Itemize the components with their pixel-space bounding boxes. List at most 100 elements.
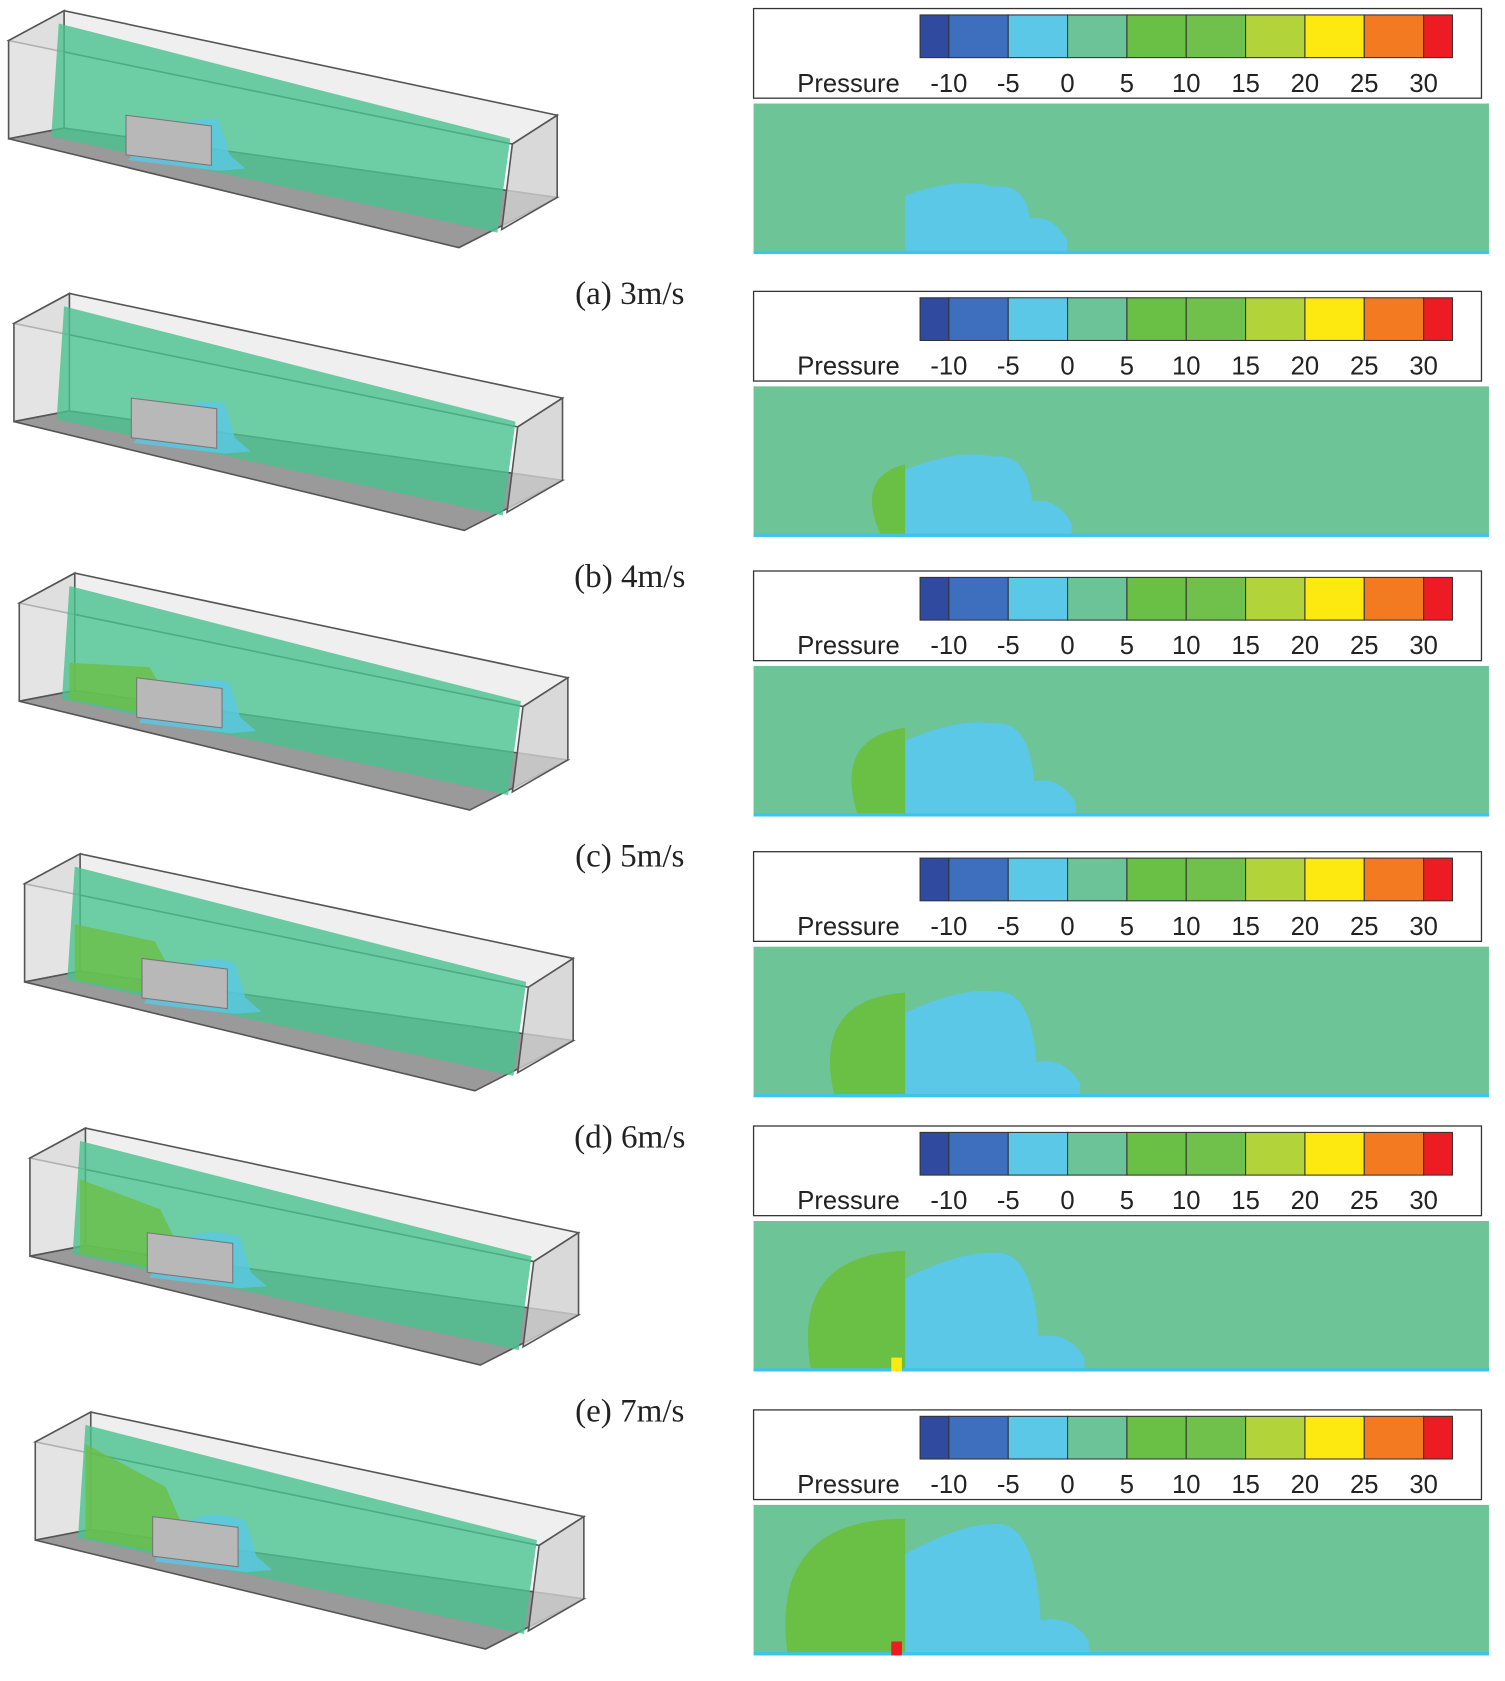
legend-swatch bbox=[1185, 857, 1247, 902]
box-end-right bbox=[516, 956, 574, 1075]
legend-swatch bbox=[1185, 1415, 1247, 1460]
legend-swatch bbox=[1363, 576, 1425, 621]
legend-tick: 15 bbox=[1231, 1187, 1260, 1215]
box-3d bbox=[6, 9, 560, 249]
box-3d bbox=[22, 852, 576, 1092]
legend-swatch bbox=[1007, 14, 1069, 59]
legend-swatch bbox=[948, 857, 1009, 902]
legend-swatch bbox=[1245, 297, 1306, 342]
legend-title: Pressure bbox=[797, 70, 899, 98]
caption: (c) 5m/s bbox=[575, 839, 684, 875]
obstacle bbox=[130, 397, 218, 449]
legend-swatch bbox=[919, 857, 950, 902]
contour-blue bbox=[905, 182, 1068, 255]
box-end-right bbox=[522, 1231, 580, 1349]
legend-swatch bbox=[1007, 1415, 1069, 1460]
obstacle bbox=[152, 1516, 239, 1568]
legend-swatch bbox=[1245, 14, 1306, 59]
legend-swatch bbox=[948, 297, 1009, 342]
legend-swatch bbox=[1126, 1415, 1187, 1460]
legend-tick: 15 bbox=[1231, 1471, 1260, 1499]
obstacle bbox=[125, 114, 212, 167]
box-end-right bbox=[506, 396, 564, 514]
legend-tick: 30 bbox=[1409, 1471, 1438, 1499]
contour-blue bbox=[905, 990, 1081, 1098]
legend-swatch bbox=[1304, 857, 1365, 902]
legend-tick: 0 bbox=[1060, 1471, 1074, 1499]
legend-swatch bbox=[1126, 576, 1187, 621]
legend-tick: 10 bbox=[1172, 1471, 1201, 1499]
legend-swatch bbox=[919, 14, 950, 59]
legend-tick: 15 bbox=[1231, 70, 1260, 98]
legend-title: Pressure bbox=[797, 353, 899, 381]
legend-title: Pressure bbox=[797, 1187, 899, 1215]
legend-swatch bbox=[1363, 297, 1425, 342]
legend-tick: -5 bbox=[997, 1187, 1020, 1215]
legend-tick: 20 bbox=[1291, 913, 1320, 941]
contour-blue bbox=[905, 722, 1076, 817]
legend-tick: 10 bbox=[1172, 1187, 1201, 1215]
legend-tick: -5 bbox=[997, 1471, 1020, 1499]
obstacle bbox=[146, 1232, 234, 1284]
legend-tick: 0 bbox=[1060, 70, 1074, 98]
box-3d bbox=[27, 1126, 582, 1366]
legend-tick: 25 bbox=[1350, 1187, 1379, 1215]
legend-tick: 5 bbox=[1120, 1187, 1134, 1215]
legend-title: Pressure bbox=[797, 1471, 899, 1499]
legend-swatch bbox=[1304, 576, 1365, 621]
contour-floor bbox=[753, 250, 1489, 255]
legend-swatch bbox=[1423, 297, 1453, 342]
legend-swatch bbox=[1007, 857, 1069, 902]
flow-plane bbox=[67, 866, 527, 1076]
caption: (e) 7m/s bbox=[575, 1394, 684, 1430]
legend-swatch bbox=[1245, 1131, 1306, 1176]
legend-swatch bbox=[1067, 14, 1128, 59]
legend-tick: 20 bbox=[1291, 632, 1320, 660]
legend-tick: 10 bbox=[1172, 632, 1201, 660]
legend-swatch bbox=[1185, 297, 1247, 342]
contour-green bbox=[807, 1250, 906, 1372]
caption: (f) 8m/s bbox=[577, 1678, 683, 1681]
legend-tick: 0 bbox=[1060, 353, 1074, 381]
legend-tick: -10 bbox=[930, 1471, 967, 1499]
legend-tick: 20 bbox=[1291, 1471, 1320, 1499]
legend-tick: -5 bbox=[997, 70, 1020, 98]
legend-swatch bbox=[1363, 14, 1425, 59]
legend-swatch bbox=[1363, 1415, 1425, 1460]
legend-tick: -10 bbox=[930, 1187, 967, 1215]
legend-swatch bbox=[1007, 297, 1069, 342]
legend-swatch bbox=[1423, 1415, 1453, 1460]
legend-tick: 20 bbox=[1291, 1187, 1320, 1215]
box-end-right bbox=[527, 1515, 585, 1633]
legend-tick: 0 bbox=[1060, 632, 1074, 660]
contour-blue bbox=[905, 454, 1072, 537]
panel: (e) 7m/s Pressure -10 -5 0 5 10 15 20 25 30 bbox=[27, 1125, 1489, 1430]
contour-floor bbox=[753, 813, 1489, 817]
legend-tick: -10 bbox=[930, 70, 967, 98]
legend-swatch bbox=[1185, 1131, 1247, 1176]
contour-bg bbox=[753, 386, 1489, 537]
legend-tick: 15 bbox=[1231, 353, 1260, 381]
legend-swatch bbox=[1067, 857, 1128, 902]
legend-swatch bbox=[1245, 857, 1306, 902]
panel: (f) 8m/s Pressure -10 -5 0 5 10 15 20 25 30 bbox=[32, 1409, 1489, 1681]
legend-tick: -5 bbox=[997, 632, 1020, 660]
caption: (b) 4m/s bbox=[574, 559, 685, 595]
flow-plane bbox=[61, 585, 521, 796]
contour-floor bbox=[753, 533, 1489, 537]
legend-tick: 25 bbox=[1350, 913, 1379, 941]
legend-swatch bbox=[948, 1415, 1009, 1460]
legend-swatch bbox=[1304, 14, 1365, 59]
legend-swatch bbox=[1067, 576, 1128, 621]
legend-tick: 25 bbox=[1350, 1471, 1379, 1499]
legend-tick: 5 bbox=[1120, 70, 1134, 98]
legend-tick: 25 bbox=[1350, 70, 1379, 98]
box-3d bbox=[11, 292, 566, 532]
legend-tick: 5 bbox=[1120, 913, 1134, 941]
legend-swatch bbox=[1007, 576, 1069, 621]
contour-floor bbox=[753, 1652, 1489, 1656]
contour-hot bbox=[891, 1357, 902, 1372]
flow-plane bbox=[56, 306, 516, 516]
panel: (c) 5m/s Pressure -10 -5 0 5 10 15 20 25 30 bbox=[16, 570, 1489, 875]
